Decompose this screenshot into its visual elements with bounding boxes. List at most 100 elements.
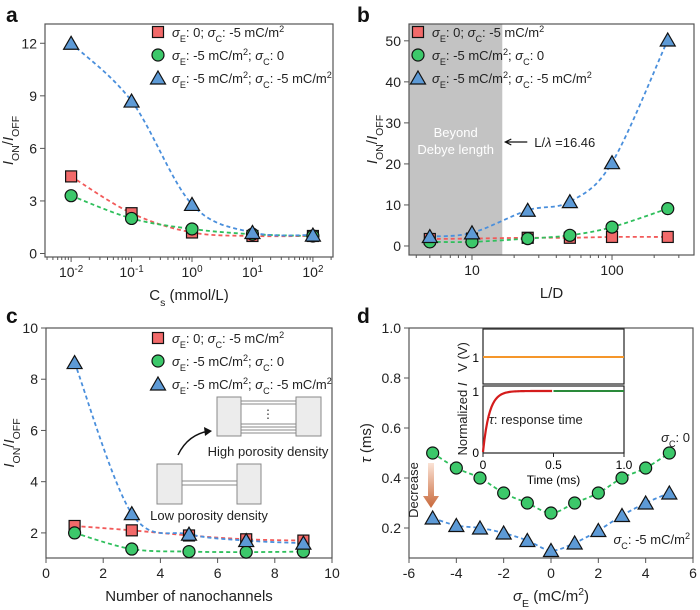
fit-line-green [74,532,304,554]
x-tick-label: 2 [99,565,107,581]
inset-y-tick-label: 1 [472,385,479,399]
data-point-circle [185,222,199,236]
data-point-triangle [463,224,481,240]
legend-label: σE​: 0; σC​: -5 mC/m2​ [172,330,284,350]
decrease-label: Decrease [406,462,421,518]
decrease-arrow-icon [423,463,439,508]
x-tick-label: -6 [403,565,416,581]
inset-x-axis-title: Time (ms) [527,473,581,487]
reservoir-block [156,463,183,505]
panel-label-c: c [6,305,18,328]
series-label-green: σC​: 0 [661,430,690,449]
legend-marker-circle [151,354,165,368]
x-axis-title: σE​ (mC/m2​) [513,586,589,610]
y-tick-label: 0.8 [382,370,402,386]
data-point-triangle [183,196,201,212]
inset-bottom-y-title: Normalized I [455,382,470,455]
data-point-triangle [62,35,80,50]
y-tick-label: 6 [29,140,37,156]
inset-y-tick-label: 1 [472,351,479,365]
y-tick-label: 12 [21,35,37,51]
x-tick-label: 8 [271,565,279,581]
inset-top-y-title: V (V) [455,342,470,372]
x-tick-label: 4 [157,565,165,581]
y-tick-label: 0.6 [382,420,402,436]
y-tick-label: 20 [385,156,401,172]
data-point-triangle [447,517,465,533]
data-point-triangle [123,92,141,108]
y-tick-label: 9 [29,88,37,104]
legend-marker-triangle [409,69,427,85]
data-point-circle [639,461,653,475]
inset-x-tick-label: 0.5 [545,458,562,472]
data-point-triangle [603,154,621,170]
data-point-square [65,170,78,183]
schematic-label-low: Low porosity density [150,508,268,523]
x-tick-label: 10 [464,262,480,278]
fit-line-blue [432,492,670,552]
x-tick-label: 10-2​ [59,264,83,281]
shaded-region-label: Debye length [417,142,494,157]
y-tick-label: 6 [30,422,38,438]
legend-marker-triangle [149,375,167,391]
data-point-triangle [613,507,631,523]
shaded-region-label: Beyond [434,125,478,140]
y-tick-label: 0 [393,238,401,254]
data-point-triangle [471,519,489,535]
y-tick-label: 0.4 [382,470,402,486]
legend-marker-square [411,25,425,39]
x-tick-label: 0 [547,565,555,581]
x-tick-label: 4 [642,565,650,581]
panel-a: 10-2​ 10-1​ 100​ 101​ 102​ 0 3 6 9 12 Cs​ (mmol/L)… [0,23,334,309]
data-point-circle [64,189,78,203]
legend-label: σE​: -5 mC/m2​; σC​: -5 mC/m2​ [172,376,332,396]
legend-marker-triangle [149,69,167,85]
data-point-triangle [637,494,655,510]
data-point-triangle [519,202,537,217]
y-tick-label: 0.2 [382,520,402,536]
data-point-circle [473,471,487,485]
legend-label: σE​: -5 mC/m2​; σC​: 0 [432,47,544,67]
x-axis-title: Number of nanochannels [105,588,273,605]
y-tick-label: 4 [30,474,38,490]
data-point-circle [591,486,605,500]
legend-marker-circle [411,48,425,62]
data-point-circle [239,545,253,559]
y-axis-title: ION​/IOFF​ [1,418,23,467]
legend-label: σE​: -5 mC/m2​; σC​: 0 [172,353,284,373]
y-tick-label: 0 [29,245,37,261]
current-rise-curve [481,389,553,453]
legend-label: σE​: 0; σC​: -5 mC/m2​ [432,24,544,44]
data-point-triangle [123,505,141,521]
shaded-region-beyond-debye [409,24,503,255]
inset-x-tick-label: 0 [480,458,487,472]
reservoir-block [295,396,322,437]
data-point-triangle [566,534,584,550]
data-point-circle [661,202,675,216]
legend-label: σE​: -5 mC/m2​; σC​: -5 mC/m2​ [432,70,592,90]
data-point-square [125,524,138,537]
y-axis-title: ION​/IOFF​ [0,116,22,165]
x-tick-label: 10 [324,565,340,581]
data-point-triangle [421,228,439,244]
data-point-circle [426,446,440,460]
legend-label: σE​: -5 mC/m2​; σC​: 0 [172,47,284,67]
ellipsis-icon: ⋮ [262,407,274,421]
data-point-triangle [243,224,261,240]
y-tick-label: 10 [22,320,38,336]
data-point-triangle [180,525,198,541]
data-point-triangle [424,509,442,525]
y-tick-label: 40 [385,74,401,90]
data-point-circle [521,231,535,246]
data-point-circle [568,496,582,510]
data-point-circle [449,461,463,475]
data-point-triangle [66,354,84,370]
data-point-circle [563,228,577,242]
fit-line-blue [70,42,313,237]
data-point-circle [520,496,534,510]
x-tick-label: 0 [42,565,50,581]
data-point-circle [124,211,139,226]
panel-c: 0 2 4 6 8 10 2 4 6 8 10 Number of nanochannels ION​/… [1,320,340,605]
data-point-triangle [294,534,312,550]
